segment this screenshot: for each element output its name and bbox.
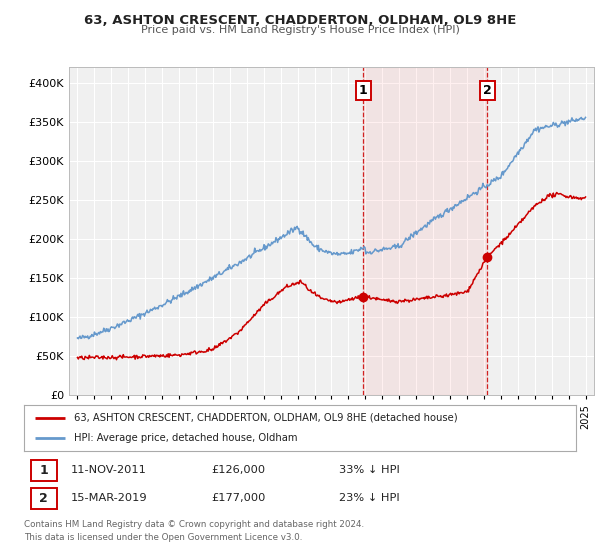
FancyBboxPatch shape <box>31 488 57 509</box>
Text: This data is licensed under the Open Government Licence v3.0.: This data is licensed under the Open Gov… <box>24 533 302 542</box>
Text: 1: 1 <box>40 464 48 477</box>
Text: 33% ↓ HPI: 33% ↓ HPI <box>338 465 400 475</box>
Bar <box>363 67 487 395</box>
Text: 1: 1 <box>359 83 368 97</box>
Text: £126,000: £126,000 <box>212 465 266 475</box>
Text: 63, ASHTON CRESCENT, CHADDERTON, OLDHAM, OL9 8HE: 63, ASHTON CRESCENT, CHADDERTON, OLDHAM,… <box>84 14 516 27</box>
Text: 15-MAR-2019: 15-MAR-2019 <box>71 493 148 503</box>
Text: 63, ASHTON CRESCENT, CHADDERTON, OLDHAM, OL9 8HE (detached house): 63, ASHTON CRESCENT, CHADDERTON, OLDHAM,… <box>74 413 457 423</box>
Text: 23% ↓ HPI: 23% ↓ HPI <box>338 493 400 503</box>
Text: 2: 2 <box>40 492 48 505</box>
Text: £177,000: £177,000 <box>212 493 266 503</box>
FancyBboxPatch shape <box>31 460 57 481</box>
Text: Contains HM Land Registry data © Crown copyright and database right 2024.: Contains HM Land Registry data © Crown c… <box>24 520 364 529</box>
Text: HPI: Average price, detached house, Oldham: HPI: Average price, detached house, Oldh… <box>74 433 297 443</box>
Text: Price paid vs. HM Land Registry's House Price Index (HPI): Price paid vs. HM Land Registry's House … <box>140 25 460 35</box>
Text: 11-NOV-2011: 11-NOV-2011 <box>71 465 147 475</box>
Text: 2: 2 <box>483 83 492 97</box>
